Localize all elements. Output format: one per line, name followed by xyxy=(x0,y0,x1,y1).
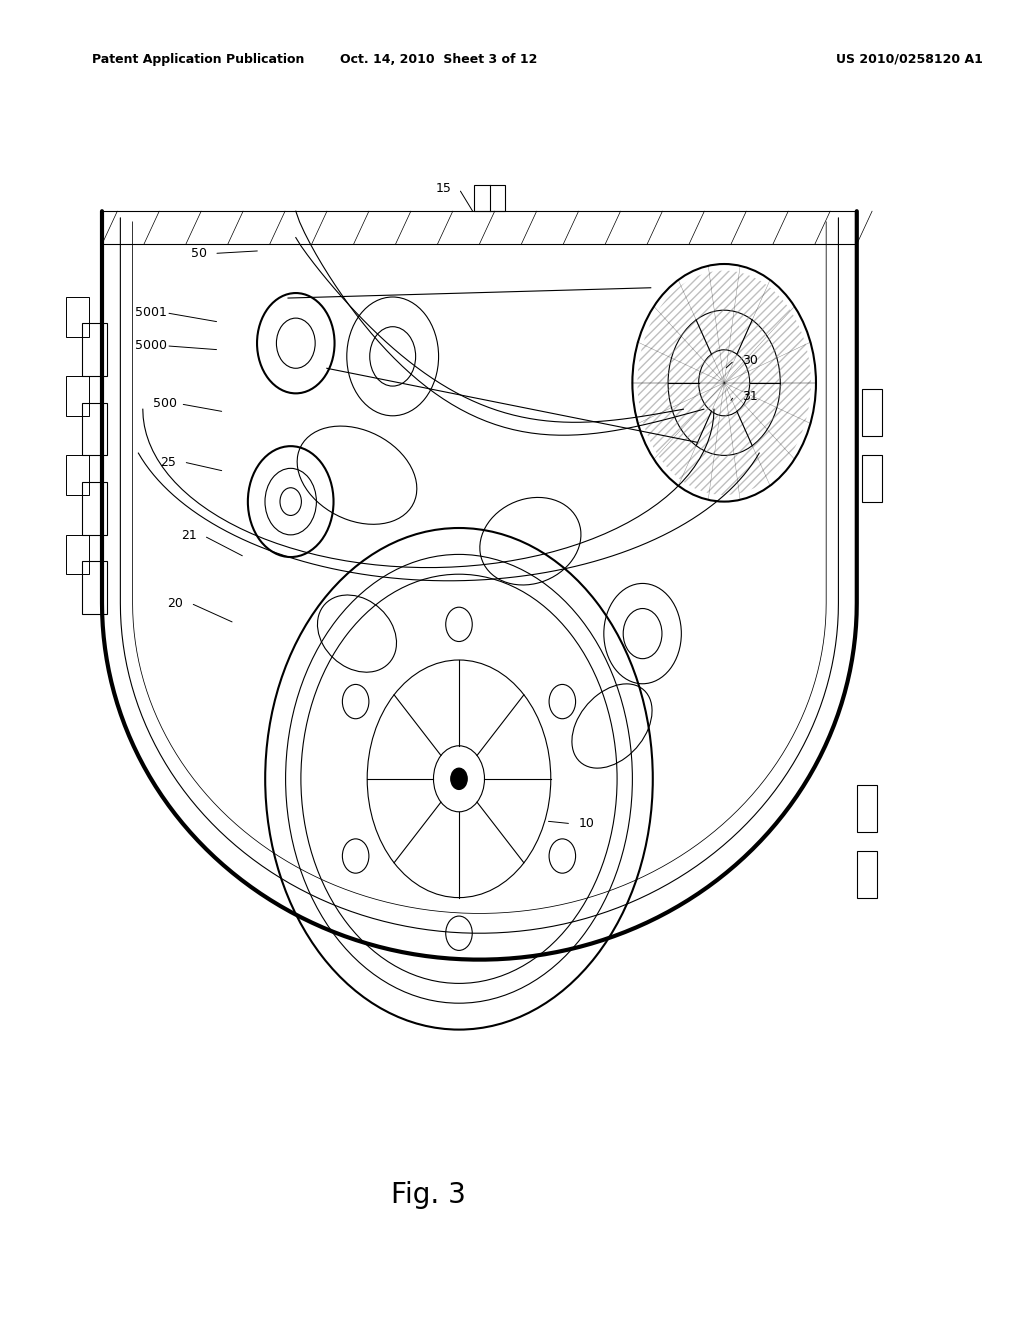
Text: 50: 50 xyxy=(190,247,207,260)
Bar xyxy=(82,403,108,455)
Text: 25: 25 xyxy=(161,455,176,469)
Bar xyxy=(857,851,878,898)
Text: 10: 10 xyxy=(579,817,594,830)
Bar xyxy=(82,482,108,535)
Text: 15: 15 xyxy=(436,182,452,195)
Text: 500: 500 xyxy=(154,397,177,411)
Text: Oct. 14, 2010  Sheet 3 of 12: Oct. 14, 2010 Sheet 3 of 12 xyxy=(340,53,538,66)
Circle shape xyxy=(451,768,467,789)
Bar xyxy=(474,185,505,211)
Bar xyxy=(862,455,883,502)
Bar xyxy=(102,211,857,244)
Bar xyxy=(82,323,108,376)
Text: 30: 30 xyxy=(741,354,758,367)
Bar xyxy=(857,785,878,832)
Text: US 2010/0258120 A1: US 2010/0258120 A1 xyxy=(837,53,983,66)
Bar xyxy=(862,389,883,436)
Bar xyxy=(67,297,89,337)
Bar xyxy=(67,376,89,416)
Text: 20: 20 xyxy=(168,597,183,610)
Text: Patent Application Publication: Patent Application Publication xyxy=(92,53,304,66)
Text: 5001: 5001 xyxy=(135,306,167,319)
Text: 5000: 5000 xyxy=(135,339,167,352)
Bar xyxy=(67,535,89,574)
Text: Fig. 3: Fig. 3 xyxy=(391,1180,466,1209)
Bar xyxy=(67,455,89,495)
Text: 21: 21 xyxy=(181,529,197,543)
Bar xyxy=(82,561,108,614)
Text: 31: 31 xyxy=(741,389,758,403)
